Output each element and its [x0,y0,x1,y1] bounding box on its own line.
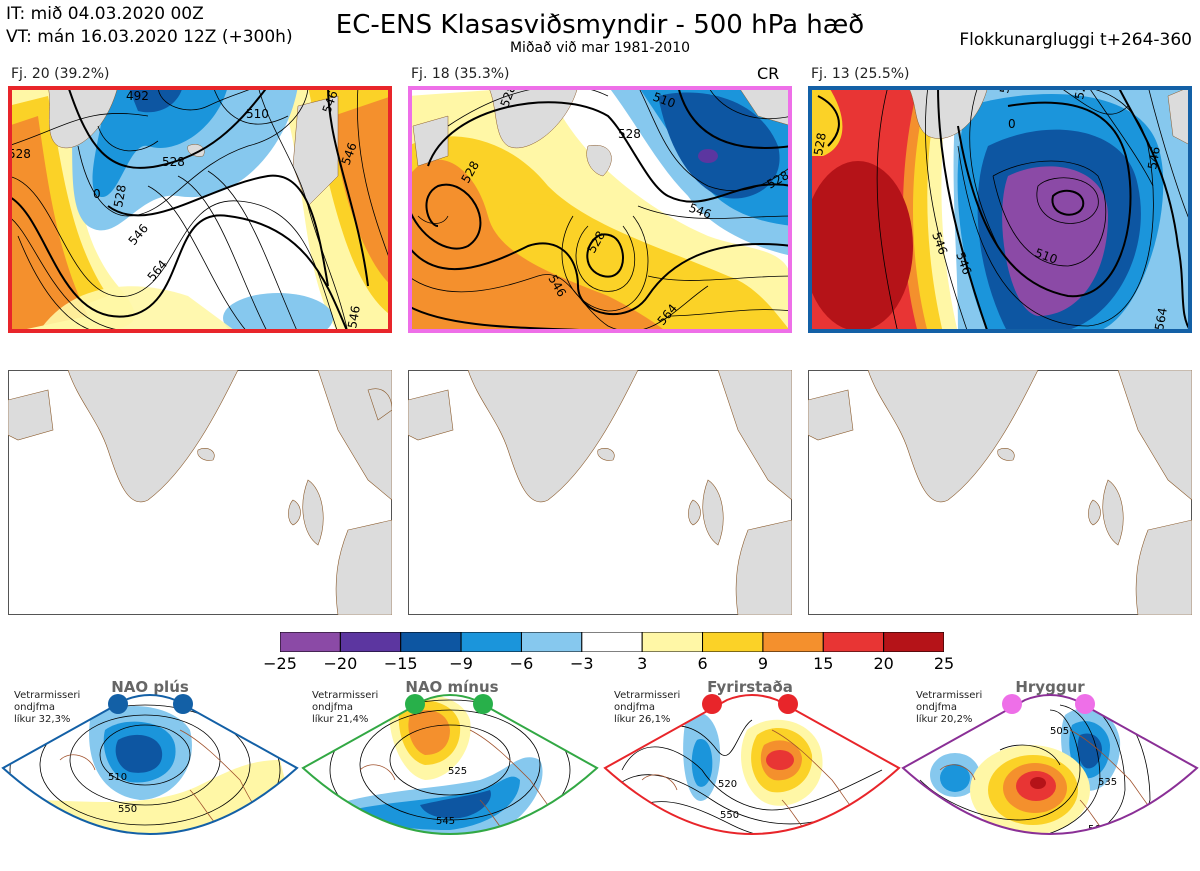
regime-2-dot-left [405,694,425,714]
colorbar-tick-label: −20 [323,654,358,673]
regime-3-dot-left [702,694,722,714]
cluster-2-tag: CR [757,64,780,83]
regime-contour-label: 525 [448,766,467,777]
regime-1-note: Vetrarmisseri ondjfma líkur 32,3% [14,690,80,726]
regime-1-dot-right [173,694,193,714]
regime-note-line: ondjfma [312,702,353,713]
cluster-map-3: 528 510 0 546 510 546 564 546 528 [808,86,1192,333]
regime-contour-label: 510 [108,772,127,783]
colorbar-swatch [460,631,522,653]
regime-note-line: líkur 21,4% [312,714,369,725]
colorbar-tick-label: −3 [570,654,594,673]
regime-map-3: 520 550 560 [602,690,902,870]
colorbar-tick-label: 6 [697,654,708,673]
cluster-map-2: 528 510 528 528 546 528 528 546 564 [408,86,792,333]
regime-1-title: NAO plús [111,678,189,696]
colorbar-swatch [339,631,402,653]
contour-label: 528 [111,184,129,209]
contour-label: 564 [1152,307,1170,332]
contour-label: 0 [1008,117,1016,131]
colorbar-tick-label: 15 [813,654,834,673]
regime-contour-label: 505 [1050,726,1069,737]
cluster-3-label: Fj. 13 (25.5%) [811,66,910,82]
colorbar-swatch [581,631,643,653]
colorbar-swatch [641,631,704,653]
regime-contour-label: 560 [736,834,755,845]
regime-3-dot-right [778,694,798,714]
cluster-2-label: Fj. 18 (35.3%) [411,66,510,82]
colorbar-tick-label: 3 [637,654,648,673]
regime-4-dot-right [1075,694,1095,714]
regime-map-1: 510 550 [0,690,300,870]
colorbar-tick-label: −15 [383,654,418,673]
colorbar-tick-label: 20 [873,654,894,673]
regime-contour-label: 565 [446,850,465,861]
contour-label: 510 [246,107,269,121]
regime-note-line: líkur 20,2% [916,714,973,725]
window-label: Flokkunargluggi t+264-360 [959,30,1192,50]
regime-contour-label: 545 [436,816,455,827]
colorbar-tick-label: −6 [509,654,534,673]
regime-2-dot-right [473,694,493,714]
regime-3-title: Fyrirstaða [707,678,793,696]
colorbar-tick-label: −9 [449,654,473,673]
contour-label: 510 [997,86,1015,95]
regime-note-line: ondjfma [614,702,655,713]
regime-note-line: Vetrarmisseri [312,690,379,701]
regime-contour-label: 520 [718,779,737,790]
colorbar-swatch [822,631,885,653]
regime-2-note: Vetrarmisseri ondjfma líkur 21,4% [312,690,378,726]
it-line: IT: mið 04.03.2020 00Z [6,4,204,24]
contour-label: 546 [345,305,363,330]
colorbar-tick-label: 25 [933,654,955,673]
empty-map-3 [808,370,1192,615]
contour-label: 528 [618,127,641,141]
regime-note-line: ondjfma [14,702,55,713]
regime-3-note: Vetrarmisseri ondjfma líkur 26,1% [614,690,680,726]
regime-note-line: Vetrarmisseri [614,690,681,701]
regime-note-line: líkur 32,3% [14,714,71,725]
colorbar-tick-label: −25 [263,654,297,673]
regime-contour-label: 550 [720,810,739,821]
regime-note-line: Vetrarmisseri [916,690,983,701]
vt-line: VT: mán 16.03.2020 12Z (+300h) [6,27,293,47]
colorbar-swatch [883,631,945,653]
cluster-map-1: 492 510 528 528 0 528 546 564 546 546 54… [8,86,392,333]
regime-map-4: 505 535 560 [900,690,1200,870]
cluster-1-label: Fj. 20 (39.2%) [11,66,110,82]
page-subtitle: Miðað við mar 1981-2010 [509,40,691,56]
regime-note-line: ondjfma [916,702,957,713]
empty-map-2 [408,370,792,615]
colorbar [279,631,945,656]
colorbar-tick-label: 9 [757,654,768,673]
contour-label: 528 [811,132,829,157]
regime-4-dot-left [1002,694,1022,714]
colorbar-swatch [279,631,341,653]
header-info: IT: mið 04.03.2020 00Z VT: mán 16.03.202… [6,3,293,49]
colorbar-swatch [762,631,824,653]
regime-4-note: Vetrarmisseri ondjfma líkur 20,2% [916,690,982,726]
colorbar-swatch [702,631,764,653]
colorbar-swatch [400,631,462,653]
colorbar-swatch [520,631,583,653]
page-title: EC-ENS Klasasviðsmyndir - 500 hPa hæð [335,10,865,40]
regime-contour-label: 550 [118,804,137,815]
regime-1-dot-left [108,694,128,714]
contour-label: 0 [93,187,101,201]
regime-2-title: NAO mínus [405,678,499,696]
empty-map-1 [8,370,392,615]
contour-label: 492 [126,89,149,103]
contour-label: 528 [8,147,31,161]
regime-contour-label: 535 [1098,777,1117,788]
regime-map-2: 525 545 565 [300,690,600,870]
regime-4-title: Hryggur [1015,678,1085,696]
contour-label: 528 [162,155,185,169]
contour-label: 546 [1145,146,1163,171]
regime-note-line: Vetrarmisseri [14,690,81,701]
regime-note-line: líkur 26,1% [614,714,671,725]
